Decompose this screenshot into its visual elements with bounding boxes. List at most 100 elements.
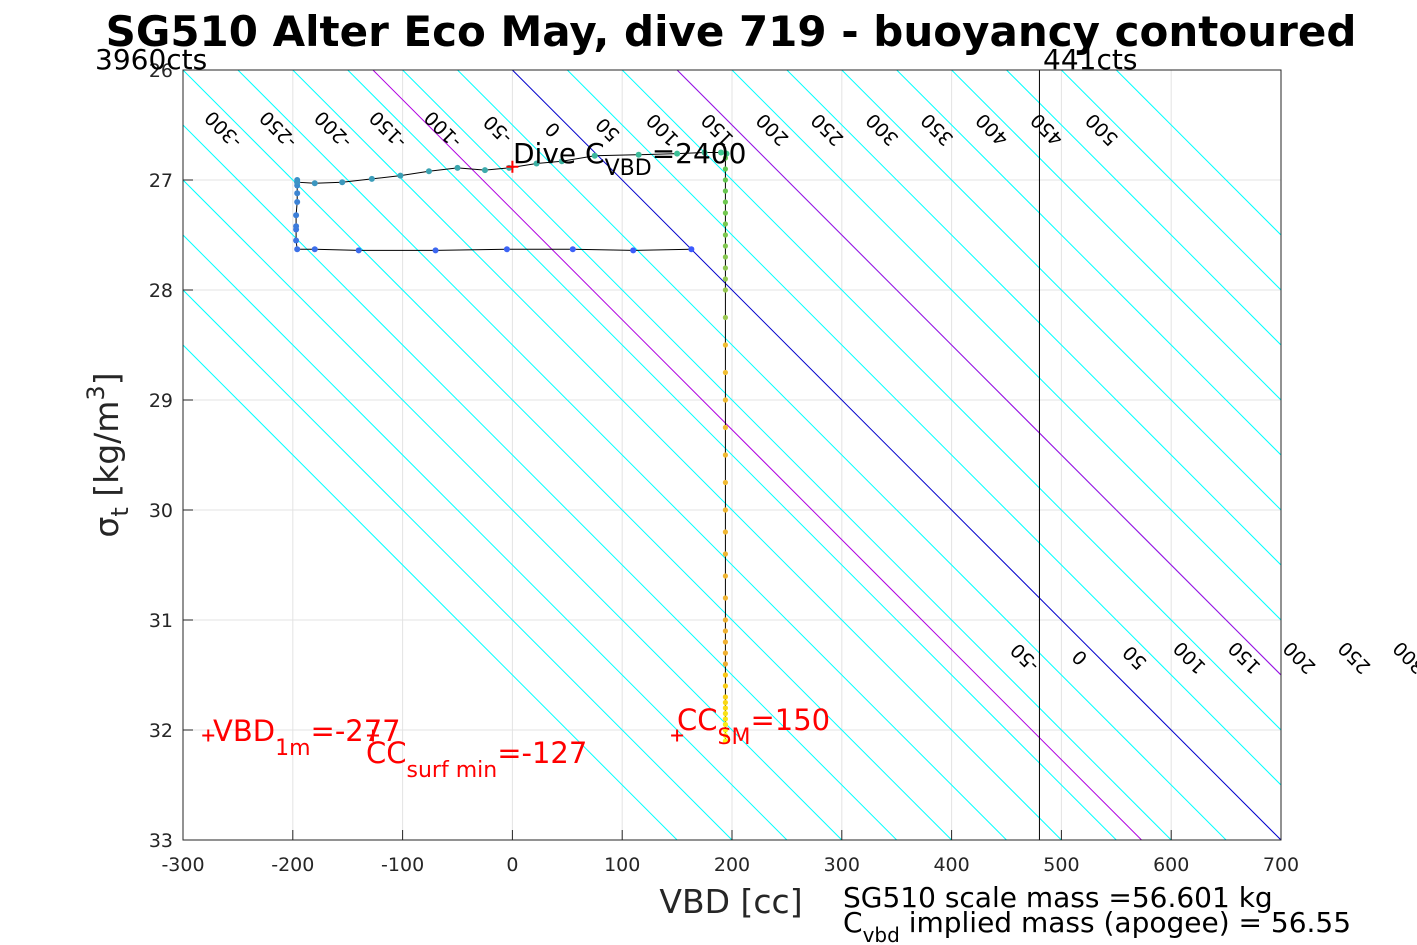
chart-title: SG510 Alter Eco May, dive 719 - buoyancy… — [106, 7, 1357, 56]
series-profile-point — [722, 661, 729, 667]
series-dive-point — [294, 246, 301, 253]
contour-line-cyan — [183, 179, 843, 840]
x-tick-label: 500 — [1043, 854, 1079, 876]
y-tick-label: 27 — [149, 170, 173, 192]
scale-mass-footer: SG510 scale mass =56.601 kg — [843, 881, 1273, 914]
series-dive-point — [339, 179, 346, 186]
implied-mass-footer: Cvbd implied mass (apogee) = 56.55 — [843, 906, 1351, 945]
contour-line-cyan — [347, 70, 1117, 840]
series-profile-point — [722, 727, 729, 733]
contour-line-cyan — [841, 70, 1281, 511]
series-profile-point — [722, 573, 729, 579]
contour-line-magenta — [676, 70, 1281, 676]
series-dive-point — [718, 149, 725, 156]
series-profile-point — [722, 342, 729, 348]
x-tick-label: 100 — [604, 854, 640, 876]
series-profile-point — [722, 650, 729, 656]
series-profile-point — [722, 232, 729, 238]
x-tick-label: 700 — [1263, 854, 1299, 876]
series-dive-point — [432, 247, 439, 254]
contour-line-zero — [512, 70, 1281, 840]
series-profile-point — [722, 254, 729, 260]
series-dive-point — [723, 150, 730, 157]
plus-marker — [366, 729, 379, 742]
series-profile-point — [722, 721, 729, 728]
x-tick-label: -100 — [381, 854, 424, 876]
top-right-count-label: 441cts — [1043, 43, 1137, 76]
contour-line-cyan — [183, 124, 898, 840]
series-profile-point — [722, 672, 729, 678]
x-tick-label: -200 — [271, 854, 314, 876]
series-dive-point — [591, 152, 598, 159]
y-tick-label: 31 — [149, 610, 173, 632]
contour-label: 300 — [1389, 637, 1417, 678]
series-dive-point — [506, 164, 513, 171]
series-dive-point — [294, 199, 301, 205]
y-tick-label: 29 — [149, 390, 173, 412]
series-dive-point — [454, 164, 461, 171]
series-profile-point — [722, 710, 729, 717]
contour-line-cyan — [786, 70, 1281, 566]
series-dive-point — [503, 246, 510, 253]
contour-line-cyan — [1115, 70, 1281, 236]
contour-line-cyan — [731, 70, 1281, 621]
series-profile-point — [722, 155, 729, 161]
x-tick-label: 200 — [714, 854, 750, 876]
contour-line-cyan — [183, 344, 678, 840]
series-profile-point — [722, 199, 729, 205]
series-dive-point — [701, 149, 708, 156]
contour-line-cyan — [1006, 70, 1281, 346]
contour-line-cyan — [1061, 70, 1281, 291]
series-dive-point — [311, 246, 318, 253]
series-profile-point — [722, 177, 729, 183]
series-profile-point — [722, 265, 729, 271]
contour-line-cyan — [183, 289, 733, 840]
series-dive-point — [293, 237, 300, 244]
contour-line-cyan — [402, 70, 1172, 840]
series-dive-point — [635, 151, 642, 158]
contour-label: 250 — [1334, 637, 1375, 678]
plus-marker — [202, 729, 215, 742]
series-profile-point — [722, 243, 729, 249]
series-profile-point — [722, 314, 729, 321]
series-profile-point — [722, 595, 729, 601]
contour-line-magenta — [372, 70, 1142, 840]
contour-line-cyan — [621, 70, 1281, 731]
plus-marker — [671, 729, 684, 742]
series-profile-point — [722, 188, 729, 194]
y-axis-label: σt [kg/m3] — [82, 372, 134, 537]
series-profile-point — [722, 551, 729, 557]
series-profile-point — [722, 507, 729, 513]
x-tick-label: 600 — [1153, 854, 1189, 876]
contour-line-cyan — [457, 70, 1227, 840]
contour-line-cyan — [951, 70, 1281, 401]
series-profile-point — [722, 628, 729, 634]
x-tick-label: 300 — [824, 854, 860, 876]
y-tick-label: 33 — [149, 830, 173, 852]
cc-sm-annotation: CCSM=150 — [677, 703, 830, 750]
series-dive-point — [311, 180, 318, 187]
series-dive-point — [569, 246, 576, 253]
series-profile-point — [722, 287, 729, 293]
series-dive-point — [674, 150, 681, 157]
series-profile-point — [722, 716, 729, 722]
series-profile-point — [722, 221, 729, 227]
series-profile-point — [722, 166, 729, 172]
series-dive-point — [425, 168, 432, 175]
contour-line-cyan — [183, 70, 952, 840]
series-dive-point — [293, 212, 300, 219]
series-profile-point — [722, 617, 729, 623]
y-tick-label: 28 — [149, 280, 173, 302]
contour-line-cyan — [896, 70, 1281, 456]
series-dive-point — [355, 247, 362, 254]
axis-ticks: -300 -200 -100 0 100 200 300 400 500 600 700 26 27 28… — [149, 60, 1299, 876]
series-profile-point — [722, 369, 729, 376]
series-dive-point — [533, 160, 540, 167]
y-tick-label: 30 — [149, 500, 173, 522]
series-dive-point — [294, 179, 301, 186]
contour-lines — [183, 70, 1281, 840]
data-series — [293, 70, 1040, 840]
series-dive-point — [688, 246, 695, 253]
contour-label: 200 — [1279, 637, 1320, 678]
x-tick-label: 400 — [933, 854, 969, 876]
